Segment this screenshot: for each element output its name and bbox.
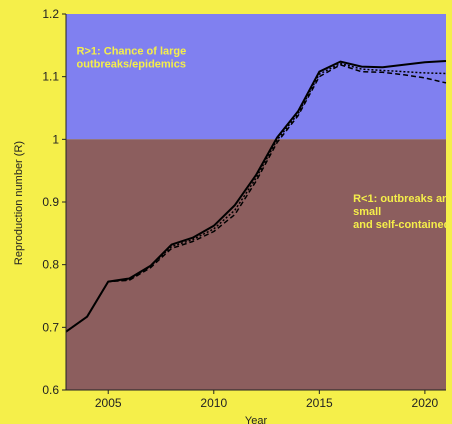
x-tick-label: 2010: [200, 396, 227, 410]
annotation-0-line: R>1: Chance of large: [77, 46, 187, 58]
series-line-dashed: [65, 64, 447, 333]
series-line-dotted: [65, 62, 447, 333]
series-line-solid: [65, 60, 447, 333]
y-tick-label: 0.9: [42, 195, 59, 209]
y-tick-label: 1.1: [42, 70, 59, 84]
y-tick-label: 1.2: [42, 7, 59, 21]
x-tick-label: 2020: [412, 396, 439, 410]
y-tick-label: 0.7: [42, 320, 59, 334]
y-tick-label: 0.6: [42, 383, 59, 397]
x-tick-label: 2015: [306, 396, 333, 410]
region-below-threshold: [66, 139, 446, 390]
y-axis-title: Reproduction number (R): [13, 141, 25, 265]
x-tick-label: 2005: [95, 396, 122, 410]
annotation-0-line: outbreaks/epidemics: [77, 59, 186, 71]
x-axis-title: Year: [245, 415, 268, 424]
y-tick-label: 0.8: [42, 258, 59, 272]
region-above-threshold: [66, 14, 446, 140]
annotation-1-line: and self-contained: [353, 219, 450, 231]
annotation-1-line: small: [353, 206, 381, 218]
y-tick-label: 1: [52, 132, 59, 146]
annotation-1-line: R<1: outbreaks are: [353, 193, 452, 205]
